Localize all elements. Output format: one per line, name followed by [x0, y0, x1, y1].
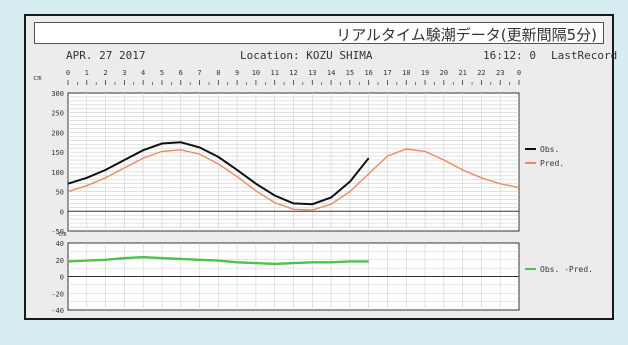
top-y-tick-label: -50	[51, 228, 64, 236]
x-tick-label: 10	[252, 69, 260, 77]
bottom-y-tick-label: -20	[51, 290, 64, 298]
x-tick-label: 20	[440, 69, 448, 77]
bottom-y-tick-label: 20	[56, 257, 64, 265]
x-tick-label: 22	[477, 69, 485, 77]
top-y-tick-label: 50	[56, 189, 64, 197]
top-ylabel: cm	[33, 74, 41, 82]
x-tick-label: 18	[402, 69, 410, 77]
bottom-y-tick-labels: 40 20 0 -20 -40	[51, 240, 64, 315]
x-tick-label: 23	[496, 69, 504, 77]
top-y-tick-label: 250	[51, 110, 64, 118]
x-tick-label: 5	[160, 69, 164, 77]
x-tick-label: 14	[327, 69, 335, 77]
legend-diff-label: Obs. -Pred.	[540, 265, 593, 274]
top-grid	[68, 93, 519, 231]
page-title: リアルタイム験潮データ(更新間隔5分)	[336, 26, 597, 44]
bottom-ylabel: cm	[58, 230, 66, 238]
x-tick-label: 0	[66, 69, 70, 77]
x-tick-label: 13	[308, 69, 316, 77]
x-tick-label: 0	[517, 69, 521, 77]
series-diff-line	[67, 255, 369, 266]
x-tick-label: 12	[289, 69, 297, 77]
series-pred-line	[67, 148, 520, 211]
x-tick-label: 16	[364, 69, 372, 77]
x-tick-label: 19	[421, 69, 429, 77]
top-y-tick-labels: 300 250 200 150 100 50 0 -50	[51, 90, 64, 236]
x-tick-label: 8	[216, 69, 220, 77]
top-y-tick-label: 100	[51, 169, 64, 177]
top-y-tick-label: 150	[51, 149, 64, 157]
bottom-y-tick-label: -40	[51, 307, 64, 315]
top-y-tick-label: 0	[60, 208, 64, 216]
x-tick-label: 1	[85, 69, 89, 77]
x-tick-label: 4	[141, 69, 145, 77]
x-tick-label: 6	[179, 69, 183, 77]
header-location: Location: KOZU SHIMA	[240, 49, 373, 62]
bottom-y-tick-label: 40	[56, 240, 64, 248]
title-bar: リアルタイム験潮データ(更新間隔5分)	[34, 22, 604, 44]
header-time: 16:12: 0	[483, 49, 536, 62]
bottom-series-group	[67, 255, 369, 266]
top-series-group	[67, 141, 520, 211]
bottom-grid	[68, 243, 519, 310]
x-tick-label: 21	[458, 69, 466, 77]
legend-pred-label: Pred.	[540, 159, 564, 168]
x-tick-label: 3	[122, 69, 126, 77]
x-tick-label: 2	[103, 69, 107, 77]
header-record: LastRecord	[551, 49, 617, 62]
top-y-tick-label: 200	[51, 129, 64, 137]
x-tick-label: 9	[235, 69, 239, 77]
x-tick-label: 17	[383, 69, 391, 77]
bottom-y-tick-label: 0	[60, 274, 64, 282]
header-date: APR. 27 2017	[66, 49, 145, 62]
top-y-tick-label: 300	[51, 90, 64, 98]
series-obs-line	[67, 141, 370, 206]
legend-obs-label: Obs.	[540, 145, 559, 154]
x-tick-label: 15	[346, 69, 354, 77]
x-tick-label: 7	[197, 69, 201, 77]
x-tick-labels: 0 1 2 3 4 5 6 7 8 9 10 11 12 13 14 15 16 17 18 19 20 21 22 23 0	[66, 69, 521, 85]
x-tick-label: 11	[270, 69, 278, 77]
